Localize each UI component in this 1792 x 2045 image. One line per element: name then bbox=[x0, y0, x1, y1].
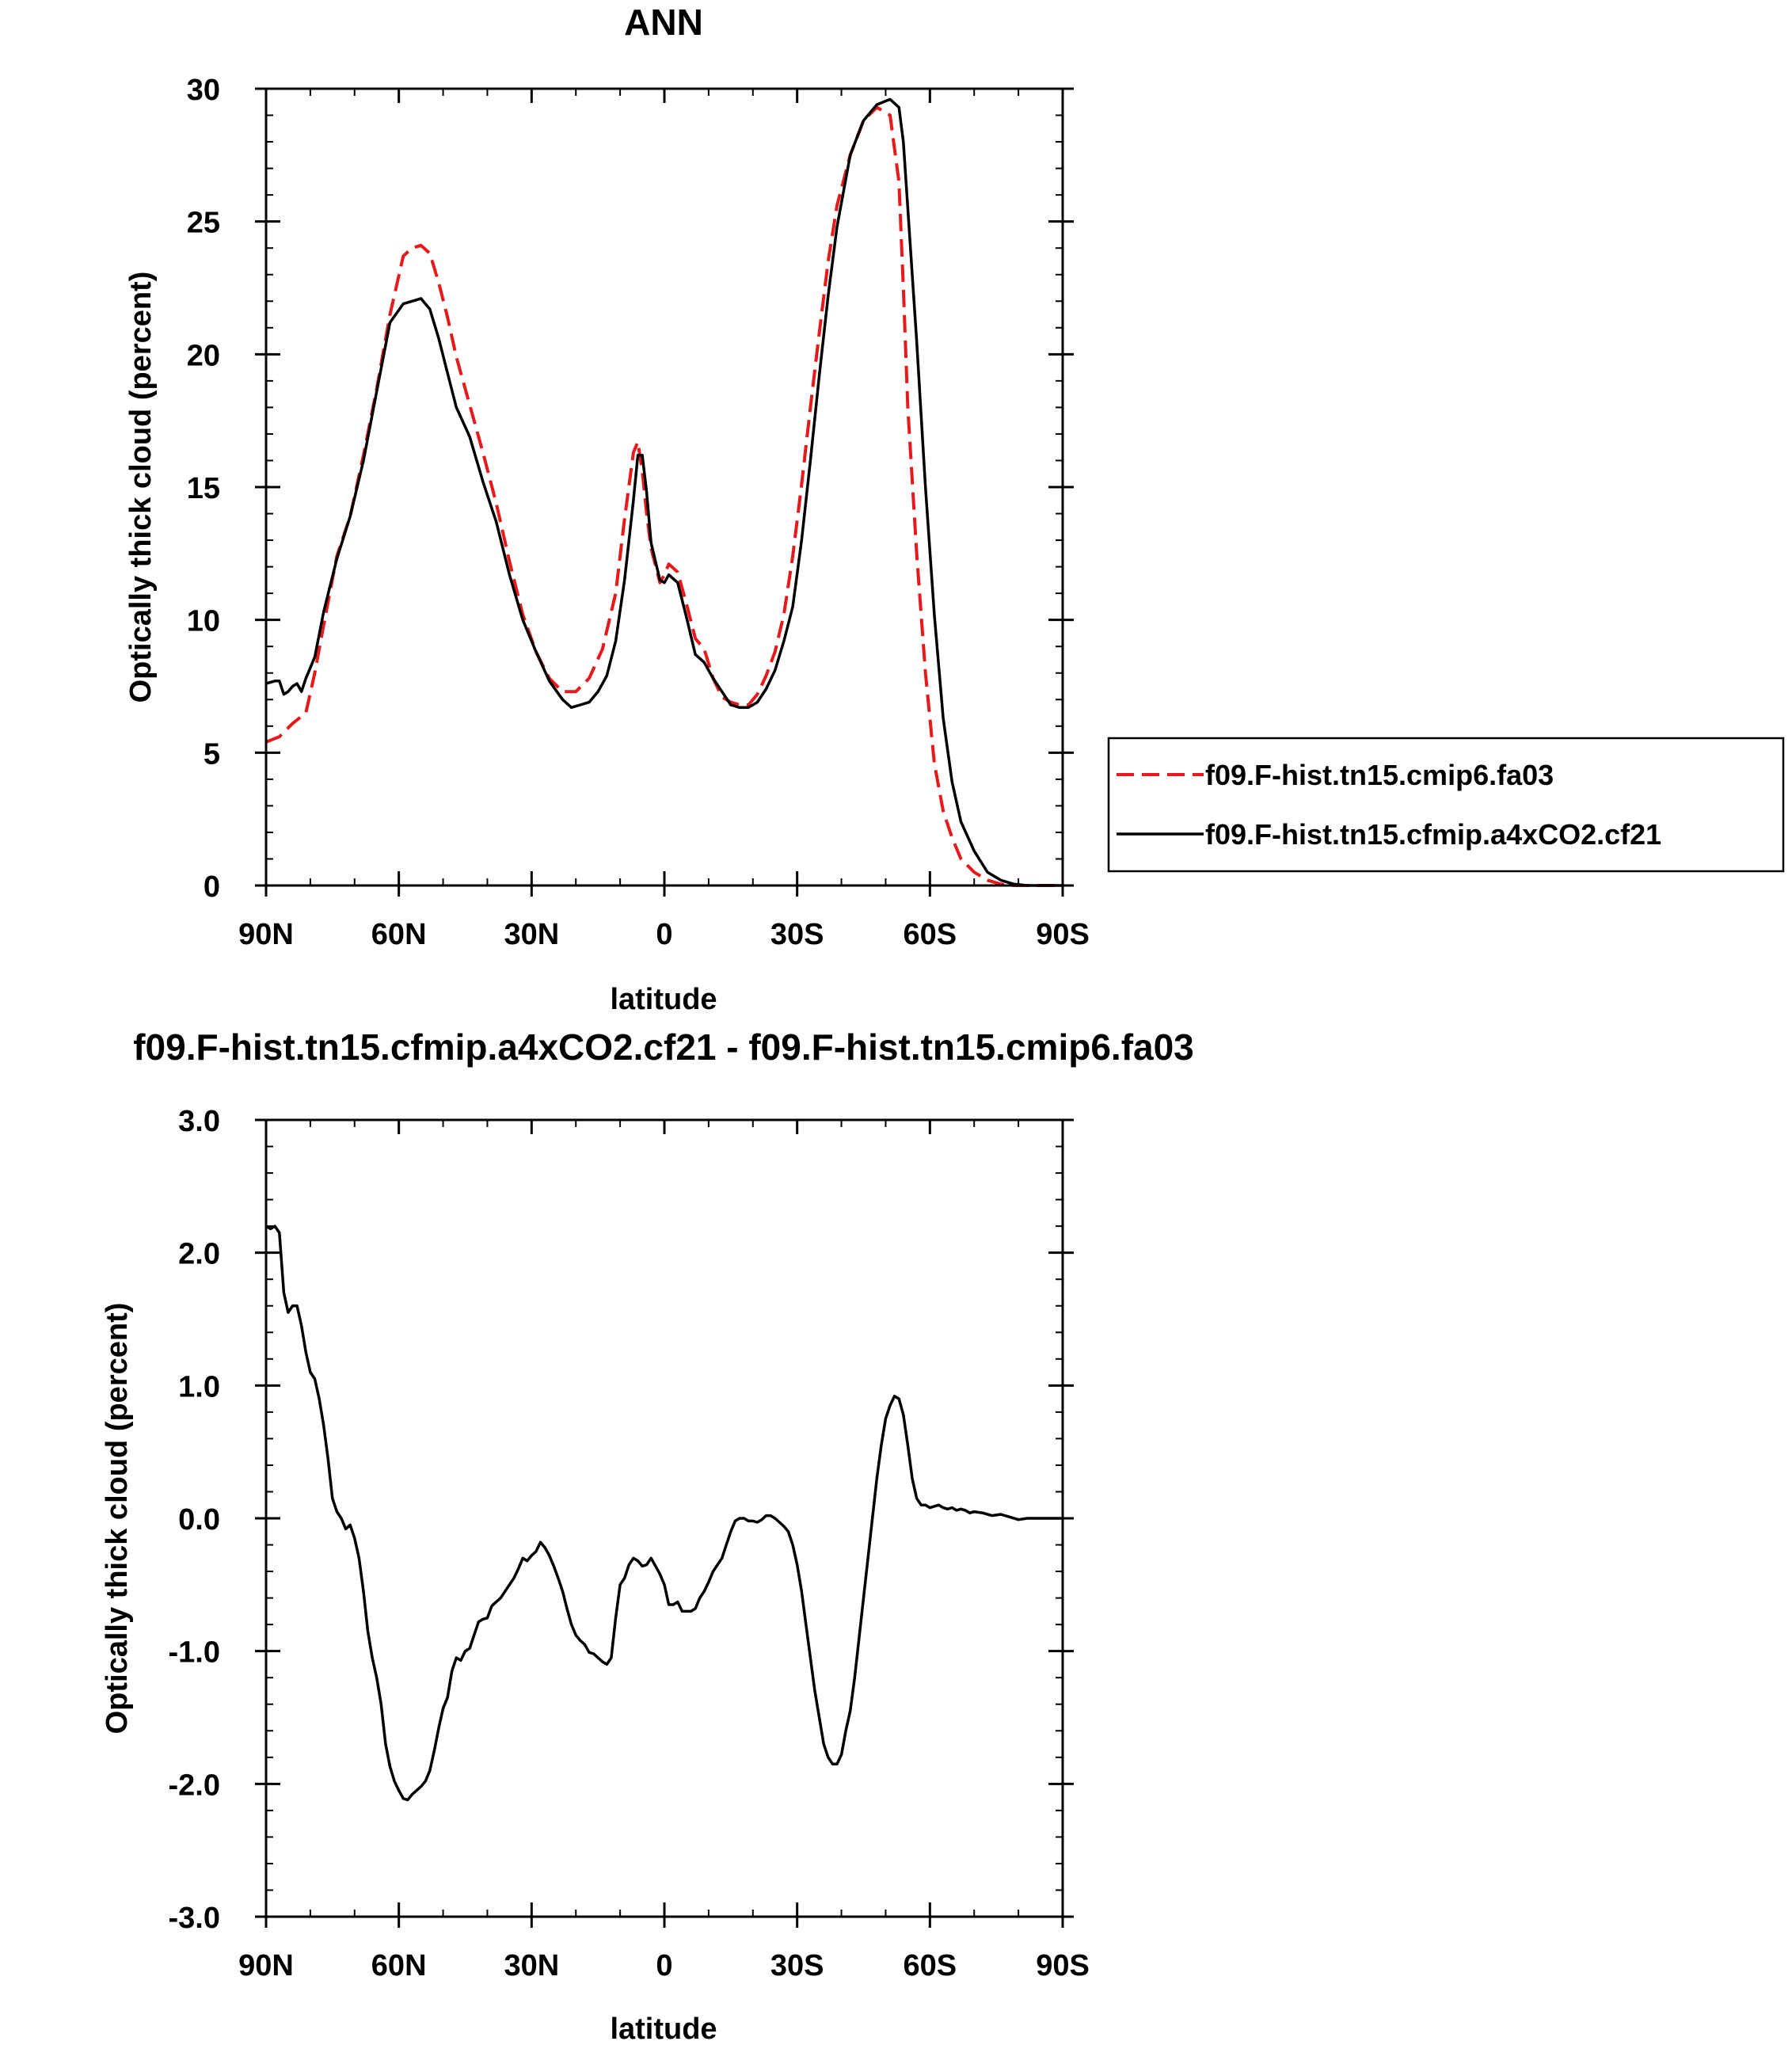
y-tick-label: 2.0 bbox=[178, 1238, 220, 1271]
y-tick-label: 5 bbox=[204, 737, 220, 771]
series-line-top-0 bbox=[265, 105, 1063, 887]
x-tick-label: 30N bbox=[504, 918, 559, 951]
legend-box bbox=[1107, 737, 1785, 873]
series-line-bot-0 bbox=[265, 1224, 1063, 1802]
bottom-y-axis-label: Optically thick cloud (percent) bbox=[101, 1303, 134, 1735]
x-tick-label: 30S bbox=[770, 1949, 824, 1982]
top-x-axis-label: latitude bbox=[610, 983, 717, 1016]
x-tick-label: 30N bbox=[504, 1949, 559, 1982]
y-tick-label: 20 bbox=[187, 339, 220, 372]
y-tick-label: 3.0 bbox=[178, 1105, 220, 1138]
y-tick-label: 0.0 bbox=[178, 1503, 220, 1537]
bottom-x-axis-label: latitude bbox=[610, 2013, 717, 2045]
legend-label-experiment: f09.F-hist.tn15.cfmip.a4xCO2.cf21 bbox=[1205, 818, 1661, 851]
y-tick-label: 25 bbox=[187, 207, 220, 240]
legend-label-control: f09.F-hist.tn15.cmip6.fa03 bbox=[1205, 759, 1554, 791]
series-line-top-1 bbox=[265, 97, 1063, 887]
y-tick-label: -2.0 bbox=[169, 1769, 220, 1802]
top-y-tick-labels: 0 5 10 15 20 25 30 bbox=[187, 74, 220, 904]
top-x-tick-labels: 90N 60N 30N 0 30S 60S 90S bbox=[238, 918, 1090, 951]
x-tick-label: 60N bbox=[371, 1949, 427, 1982]
y-tick-label: 10 bbox=[187, 605, 220, 638]
x-tick-label: 30S bbox=[770, 918, 824, 951]
y-tick-label: 0 bbox=[204, 870, 220, 904]
x-tick-label: 90S bbox=[1036, 918, 1090, 951]
x-tick-label: 90S bbox=[1036, 1949, 1090, 1982]
y-tick-label: 30 bbox=[187, 74, 220, 107]
y-tick-label: 1.0 bbox=[178, 1370, 220, 1403]
x-tick-label: 60N bbox=[371, 918, 427, 951]
bottom-y-tick-labels: -3.0 -2.0 -1.0 0.0 1.0 2.0 3.0 bbox=[169, 1105, 220, 1935]
y-tick-label: -1.0 bbox=[169, 1636, 220, 1670]
x-tick-label: 90N bbox=[238, 1949, 294, 1982]
chart-title-ann: ANN bbox=[624, 2, 703, 43]
y-tick-label: -3.0 bbox=[169, 1902, 220, 1935]
chart-title-difference: f09.F-hist.tn15.cfmip.a4xCO2.cf21 - f09.… bbox=[133, 1026, 1194, 1068]
x-tick-label: 0 bbox=[656, 918, 672, 951]
bottom-plot-frame bbox=[264, 1118, 1064, 1918]
top-plot-frame bbox=[264, 87, 1064, 887]
x-tick-label: 60S bbox=[904, 1949, 957, 1982]
top-series-group bbox=[265, 97, 1063, 887]
panel-ann: ANN 90N 60N 30N 0 30S 60S 90S 0 5 10 15 20 25 30 lat… bbox=[124, 2, 1785, 1016]
x-tick-label: 60S bbox=[904, 918, 957, 951]
top-y-axis-label: Optically thick cloud (percent) bbox=[124, 272, 158, 703]
x-tick-label: 90N bbox=[238, 918, 294, 951]
panel-difference: f09.F-hist.tn15.cfmip.a4xCO2.cf21 - f09.… bbox=[101, 1026, 1194, 2045]
y-tick-label: 15 bbox=[187, 472, 220, 505]
legend: f09.F-hist.tn15.cmip6.fa03 f09.F-hist.tn… bbox=[1107, 737, 1785, 873]
x-tick-label: 0 bbox=[656, 1949, 672, 1982]
bottom-axes-ticks bbox=[255, 1118, 1074, 1928]
bottom-x-tick-labels: 90N 60N 30N 0 30S 60S 90S bbox=[238, 1949, 1090, 1982]
bottom-series-group bbox=[265, 1224, 1063, 1802]
